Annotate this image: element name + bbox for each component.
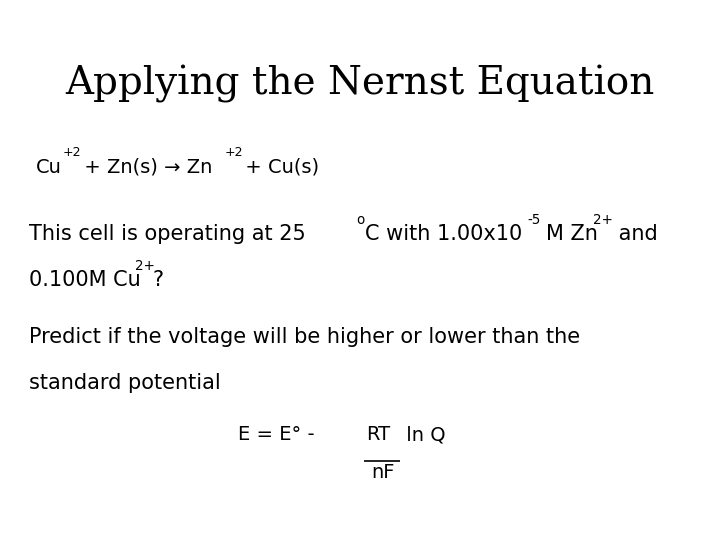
Text: ?: ? [153,270,163,290]
Text: Cu: Cu [36,158,62,177]
Text: -5: -5 [528,213,541,227]
Text: Applying the Nernst Equation: Applying the Nernst Equation [66,65,654,103]
Text: + Cu(s): + Cu(s) [239,158,319,177]
Text: nF: nF [372,463,395,482]
Text: E = E° -: E = E° - [238,425,320,444]
Text: +2: +2 [225,145,243,159]
Text: C with 1.00x10: C with 1.00x10 [365,224,522,244]
Text: and: and [612,224,658,244]
Text: + Zn(s) → Zn: + Zn(s) → Zn [78,158,212,177]
Text: M Zn: M Zn [546,224,598,244]
Text: 2+: 2+ [593,213,613,227]
Text: Predict if the voltage will be higher or lower than the: Predict if the voltage will be higher or… [29,327,580,347]
Text: RT: RT [366,425,390,444]
Text: o: o [356,213,364,227]
Text: ln Q: ln Q [400,425,446,444]
Text: +2: +2 [63,145,81,159]
Text: 0.100M Cu: 0.100M Cu [29,270,140,290]
Text: This cell is operating at 25: This cell is operating at 25 [29,224,305,244]
Text: 2+: 2+ [135,259,155,273]
Text: standard potential: standard potential [29,373,220,393]
